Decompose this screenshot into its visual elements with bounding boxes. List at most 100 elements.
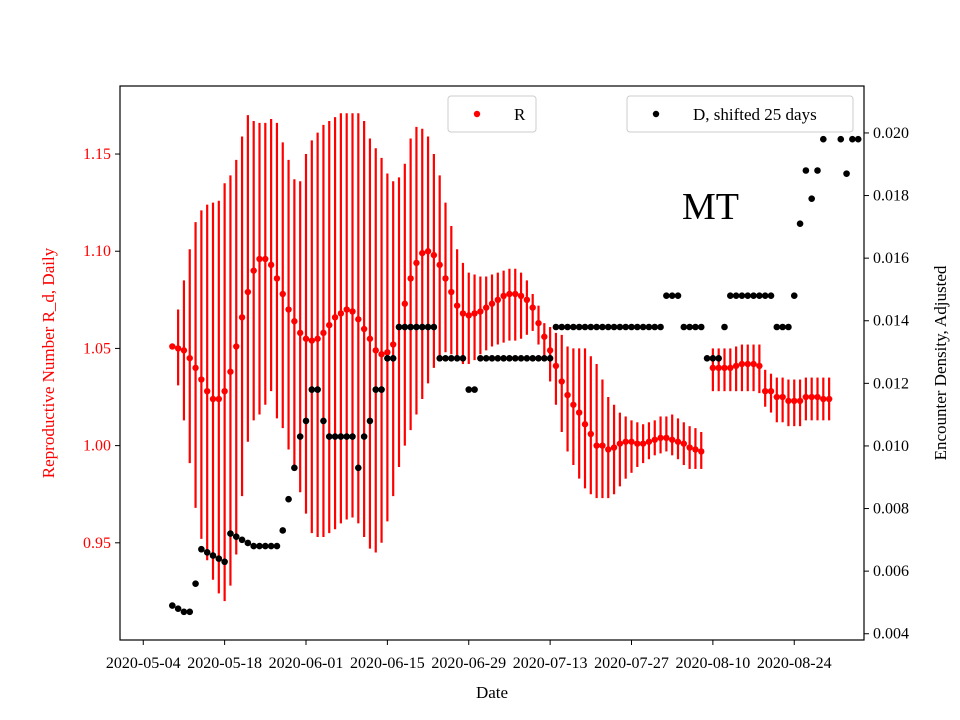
d-point [634, 323, 641, 331]
d-point [785, 323, 792, 331]
d-point [221, 558, 228, 566]
d-point [343, 433, 350, 440]
left-y-tick-label: 1.10 [83, 243, 111, 260]
r-point [256, 255, 263, 263]
d-point [436, 355, 443, 362]
r-point [291, 318, 298, 325]
d-point [715, 355, 722, 362]
r-point [668, 436, 676, 443]
r-point [215, 395, 223, 403]
r-point [314, 335, 321, 342]
r-point [407, 275, 414, 282]
d-point [796, 220, 804, 228]
d-point [761, 292, 769, 300]
d-point [703, 355, 711, 362]
r-point [488, 300, 496, 307]
r-point [337, 310, 345, 317]
right-y-tick-label: 0.006 [873, 563, 909, 580]
x-tick-label: 2020-07-13 [513, 655, 588, 672]
r-point [424, 248, 432, 255]
d-point [360, 433, 368, 440]
d-point [424, 323, 432, 331]
r-point [186, 354, 193, 362]
right-y-tick-label: 0.004 [873, 626, 909, 643]
r-point [262, 255, 269, 263]
d-point [355, 464, 362, 472]
r-point [343, 306, 350, 313]
r-point [552, 362, 560, 370]
d-point [575, 323, 583, 331]
d-point [541, 355, 548, 362]
r-point [634, 440, 641, 447]
r-point [570, 401, 577, 408]
left-y-tick-label: 0.95 [83, 535, 111, 552]
d-point [488, 355, 496, 362]
d-point [692, 323, 699, 331]
r-point [209, 395, 217, 403]
r-point [459, 310, 467, 317]
r-point [529, 304, 536, 311]
d-point [244, 539, 252, 547]
r-point [198, 376, 205, 383]
d-point [227, 530, 234, 537]
r-point [593, 442, 600, 449]
d-point [448, 355, 455, 362]
r-point [471, 310, 478, 317]
r-point [663, 434, 670, 442]
d-point [610, 323, 618, 331]
r-point [384, 349, 391, 356]
right-y-tick-label: 0.016 [873, 250, 909, 267]
legend-d-box [626, 95, 854, 133]
d-point [372, 386, 380, 393]
right-y-tick-label: 0.014 [873, 313, 909, 330]
left-y-tick-label: 1.00 [83, 438, 111, 455]
r-point [238, 314, 246, 321]
d-point [325, 433, 333, 440]
right-y-tick-label: 0.012 [873, 375, 909, 392]
d-point [639, 323, 647, 331]
d-point [174, 605, 182, 613]
r-point [413, 259, 420, 267]
right-y-axis-ticks: 0.004 0.006 0.008 0.010 0.012 0.014 0.016 0.018… [864, 125, 909, 643]
d-point [262, 542, 269, 550]
r-point [244, 288, 252, 296]
x-tick-label: 2020-06-29 [431, 655, 506, 672]
r-point [366, 335, 374, 342]
r-point [512, 290, 519, 298]
legend-r-box [447, 95, 537, 133]
r-point [564, 391, 571, 399]
r-point [203, 387, 211, 395]
d-point [215, 555, 223, 562]
d-point [593, 323, 600, 331]
d-point [773, 323, 781, 331]
d-point [366, 417, 374, 425]
r-point [442, 275, 449, 282]
r-point [372, 347, 379, 354]
r-point [465, 312, 472, 319]
r-point [541, 333, 548, 340]
d-point [680, 323, 688, 331]
d-point [407, 323, 414, 331]
r-point [599, 442, 606, 449]
d-point [320, 417, 327, 425]
r-point [250, 267, 257, 274]
right-y-axis-title: Encounter Density, Adjusted [931, 265, 950, 460]
r-point [610, 444, 618, 451]
d-point [552, 323, 560, 331]
r-point [302, 335, 310, 342]
d-point [401, 323, 409, 331]
x-tick-label: 2020-06-15 [350, 655, 425, 672]
r-point [651, 436, 658, 443]
d-point [511, 355, 519, 362]
left-y-axis-ticks: 0.95 1.00 1.05 1.10 1.15 [83, 146, 120, 552]
left-y-tick-label: 1.05 [83, 340, 111, 357]
r-point [686, 444, 693, 451]
r-point [355, 316, 362, 323]
d-point [250, 542, 257, 550]
d-point [529, 355, 536, 362]
r-point [174, 345, 182, 352]
d-point [238, 536, 246, 544]
d-point [790, 292, 798, 300]
d-point [628, 323, 635, 331]
